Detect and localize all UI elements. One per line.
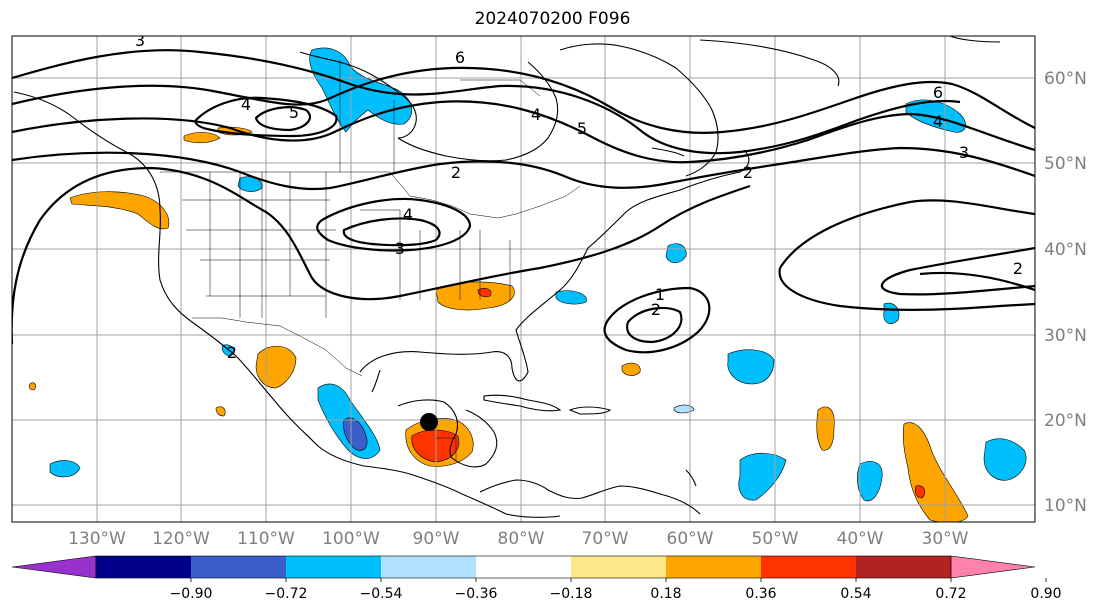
contour-label: 2: [743, 163, 753, 182]
contour-label: 4: [933, 112, 943, 131]
colorbar-tick-label: −0.72: [265, 586, 308, 602]
lat-label: 30°N: [1044, 326, 1087, 346]
lon-label: 100°W: [322, 529, 380, 549]
lat-label: 40°N: [1044, 240, 1087, 260]
latitude-labels: 60°N 50°N 40°N 30°N 20°N 10°N: [1044, 69, 1087, 516]
colorbar-cell: [381, 556, 477, 578]
contour-label: 4: [403, 205, 413, 224]
colorbar-cell: [286, 556, 382, 578]
lon-label: 120°W: [152, 529, 210, 549]
lon-label: 30°W: [922, 529, 969, 549]
contour-label: 2: [651, 300, 661, 319]
contour-label: 6: [933, 83, 943, 102]
colorbar-tick-label: 0.18: [650, 586, 681, 602]
lat-label: 60°N: [1044, 69, 1087, 89]
lon-label: 110°W: [237, 529, 295, 549]
colorbar-tick-label: 0.36: [745, 586, 776, 602]
gridlines: [12, 36, 1035, 522]
contour-label: 5: [577, 119, 587, 138]
map-area: 3 6 4 5 4 5 6 4 3 2 2 4 3 1 2 2 2: [12, 31, 1035, 522]
colorbar-cell: [856, 556, 952, 578]
colorbar-cell: [571, 556, 667, 578]
colorbar-tick-label: −0.36: [455, 586, 498, 602]
lat-label: 10°N: [1044, 496, 1087, 516]
colorbar-tick-label: −0.18: [550, 586, 593, 602]
colorbar-extend-min: [11, 555, 97, 579]
colorbar-tick-label: 0.72: [935, 586, 966, 602]
contour-label: 1: [655, 285, 665, 304]
longitude-labels: 130°W 120°W 110°W 100°W 90°W 80°W 70°W 6…: [68, 529, 969, 549]
lon-label: 80°W: [498, 529, 545, 549]
contour-label: 2: [1013, 259, 1023, 278]
contour-label: 2: [227, 343, 237, 362]
contour-label: 3: [959, 143, 969, 162]
contour-lines: [12, 49, 1035, 354]
map-title: 2024070200 F096: [474, 9, 631, 29]
lat-label: 20°N: [1044, 411, 1087, 431]
contour-label: 3: [395, 239, 405, 258]
colorbar-tick-label: −0.90: [170, 586, 213, 602]
contour-label: 6: [455, 48, 465, 67]
borders: [160, 60, 581, 460]
colorbar-extend-max: [950, 555, 1036, 579]
lon-label: 130°W: [68, 529, 126, 549]
colorbar-cell: [761, 556, 857, 578]
lon-label: 40°W: [837, 529, 884, 549]
lat-label: 50°N: [1044, 154, 1087, 174]
colorbar-tick-label: 0.90: [1030, 586, 1061, 602]
lon-label: 50°W: [752, 529, 799, 549]
colorbar-cell: [666, 556, 762, 578]
contour-labels: 3 6 4 5 4 5 6 4 3 2 2 4 3 1 2 2 2: [135, 31, 1023, 362]
colorbar-cell: [476, 556, 572, 578]
lon-label: 60°W: [667, 529, 714, 549]
colorbar-cell: [191, 556, 287, 578]
colorbar-tick-label: 0.54: [840, 586, 871, 602]
contour-label: 4: [241, 95, 251, 114]
colorbar-tick-label: −0.54: [360, 586, 403, 602]
contour-label: 4: [531, 105, 541, 124]
map-frame: [11, 35, 1036, 523]
colorbar-cell: [96, 556, 192, 578]
contour-label: 5: [289, 103, 299, 122]
anomaly-shading: [28, 47, 1027, 522]
lon-label: 90°W: [413, 529, 460, 549]
colorbar: −0.90 −0.72 −0.54 −0.36 −0.18 0.18 0.36 0.54 0.7…: [11, 555, 1062, 602]
lon-label: 70°W: [582, 529, 629, 549]
contour-label: 2: [451, 163, 461, 182]
contour-label: 3: [135, 31, 145, 50]
storm-center-marker: [420, 413, 438, 431]
